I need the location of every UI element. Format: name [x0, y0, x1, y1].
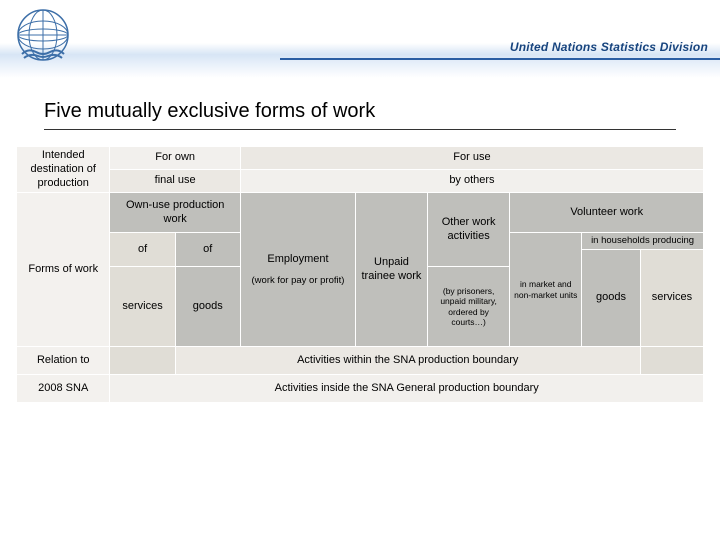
cell-volunteer: Volunteer work — [510, 193, 704, 233]
cell-by-others: by others — [240, 170, 703, 193]
forms-of-work-table: Intended destination of production For o… — [16, 146, 704, 403]
cell-for-use: For use — [240, 147, 703, 170]
cell-in-units: in market and non-market units — [510, 233, 582, 347]
cell-employment: Employment (work for pay or profit) — [240, 193, 355, 347]
rowlabel-intended: Intended destination of production — [17, 147, 110, 193]
cell-vol-services: services — [640, 250, 703, 347]
cell-own-use: Own-use production work — [110, 193, 240, 233]
cell-services: services — [110, 267, 175, 347]
employment-label: Employment — [244, 253, 352, 267]
title-area: Five mutually exclusive forms of work — [0, 78, 720, 138]
cell-volunteer-sub: in households producing — [582, 233, 704, 250]
header-rule — [280, 58, 720, 60]
un-logo — [14, 6, 72, 69]
slide-title: Five mutually exclusive forms of work — [44, 100, 676, 123]
cell-within: Activities within the SNA production bou… — [175, 347, 640, 375]
other-work-label: Other work activities — [431, 216, 507, 244]
cell-goods: goods — [175, 267, 240, 347]
header-tagline: United Nations Statistics Division — [510, 40, 708, 54]
cell-other-work: Other work activities — [427, 193, 510, 267]
cell-final-use: final use — [110, 170, 240, 193]
cell-of-services-hdr: of — [110, 233, 175, 267]
cell-rel-right-blank — [640, 347, 703, 375]
title-rule — [44, 129, 676, 130]
cell-unpaid-trainee: Unpaid trainee work — [356, 193, 428, 347]
slide-header: United Nations Statistics Division — [0, 0, 720, 78]
cell-inside: Activities inside the SNA General produc… — [110, 375, 704, 403]
diagram-wrap: Intended destination of production For o… — [0, 138, 720, 407]
cell-for-own: For own — [110, 147, 240, 170]
cell-rel-left-blank — [110, 347, 175, 375]
cell-of-goods-hdr: of — [175, 233, 240, 267]
rowlabel-forms: Forms of work — [17, 193, 110, 347]
rowlabel-sna: 2008 SNA — [17, 375, 110, 403]
cell-vol-goods: goods — [582, 250, 641, 347]
cell-other-work-sub: (by prisoners, unpaid military, ordered … — [427, 267, 510, 347]
employment-sub: (work for pay or profit) — [244, 275, 352, 287]
rowlabel-relation: Relation to — [17, 347, 110, 375]
